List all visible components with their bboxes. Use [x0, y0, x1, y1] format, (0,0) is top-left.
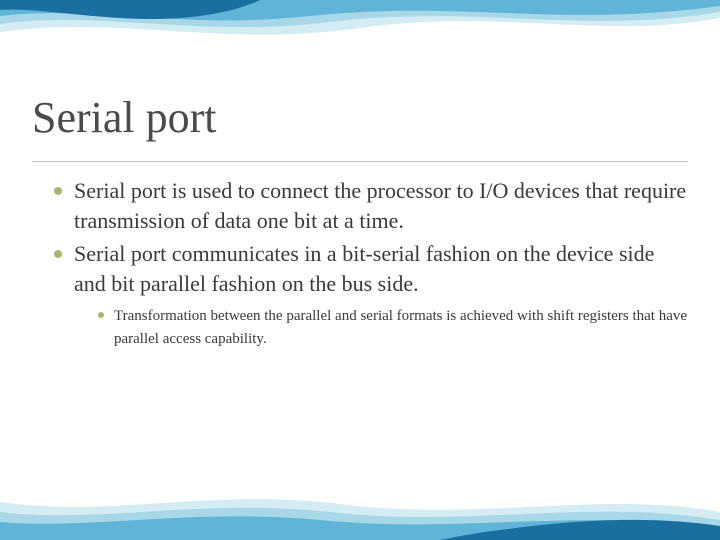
bullet-list: Serial port is used to connect the proce…	[32, 176, 688, 351]
bullet-text: Serial port communicates in a bit-serial…	[74, 241, 654, 296]
sub-bullet-text: Transformation between the parallel and …	[114, 308, 687, 347]
wave-decoration-bottom	[0, 460, 720, 540]
wave-decoration-top	[0, 0, 720, 90]
bullet-text: Serial port is used to connect the proce…	[74, 178, 686, 233]
bullet-item: Serial port is used to connect the proce…	[54, 176, 688, 235]
title-divider	[32, 161, 688, 162]
sub-bullet-list: Transformation between the parallel and …	[74, 305, 688, 352]
sub-bullet-item: Transformation between the parallel and …	[98, 305, 688, 352]
slide-content: Serial port Serial port is used to conne…	[32, 92, 688, 355]
bullet-item: Serial port communicates in a bit-serial…	[54, 239, 688, 351]
slide-title: Serial port	[32, 92, 688, 143]
